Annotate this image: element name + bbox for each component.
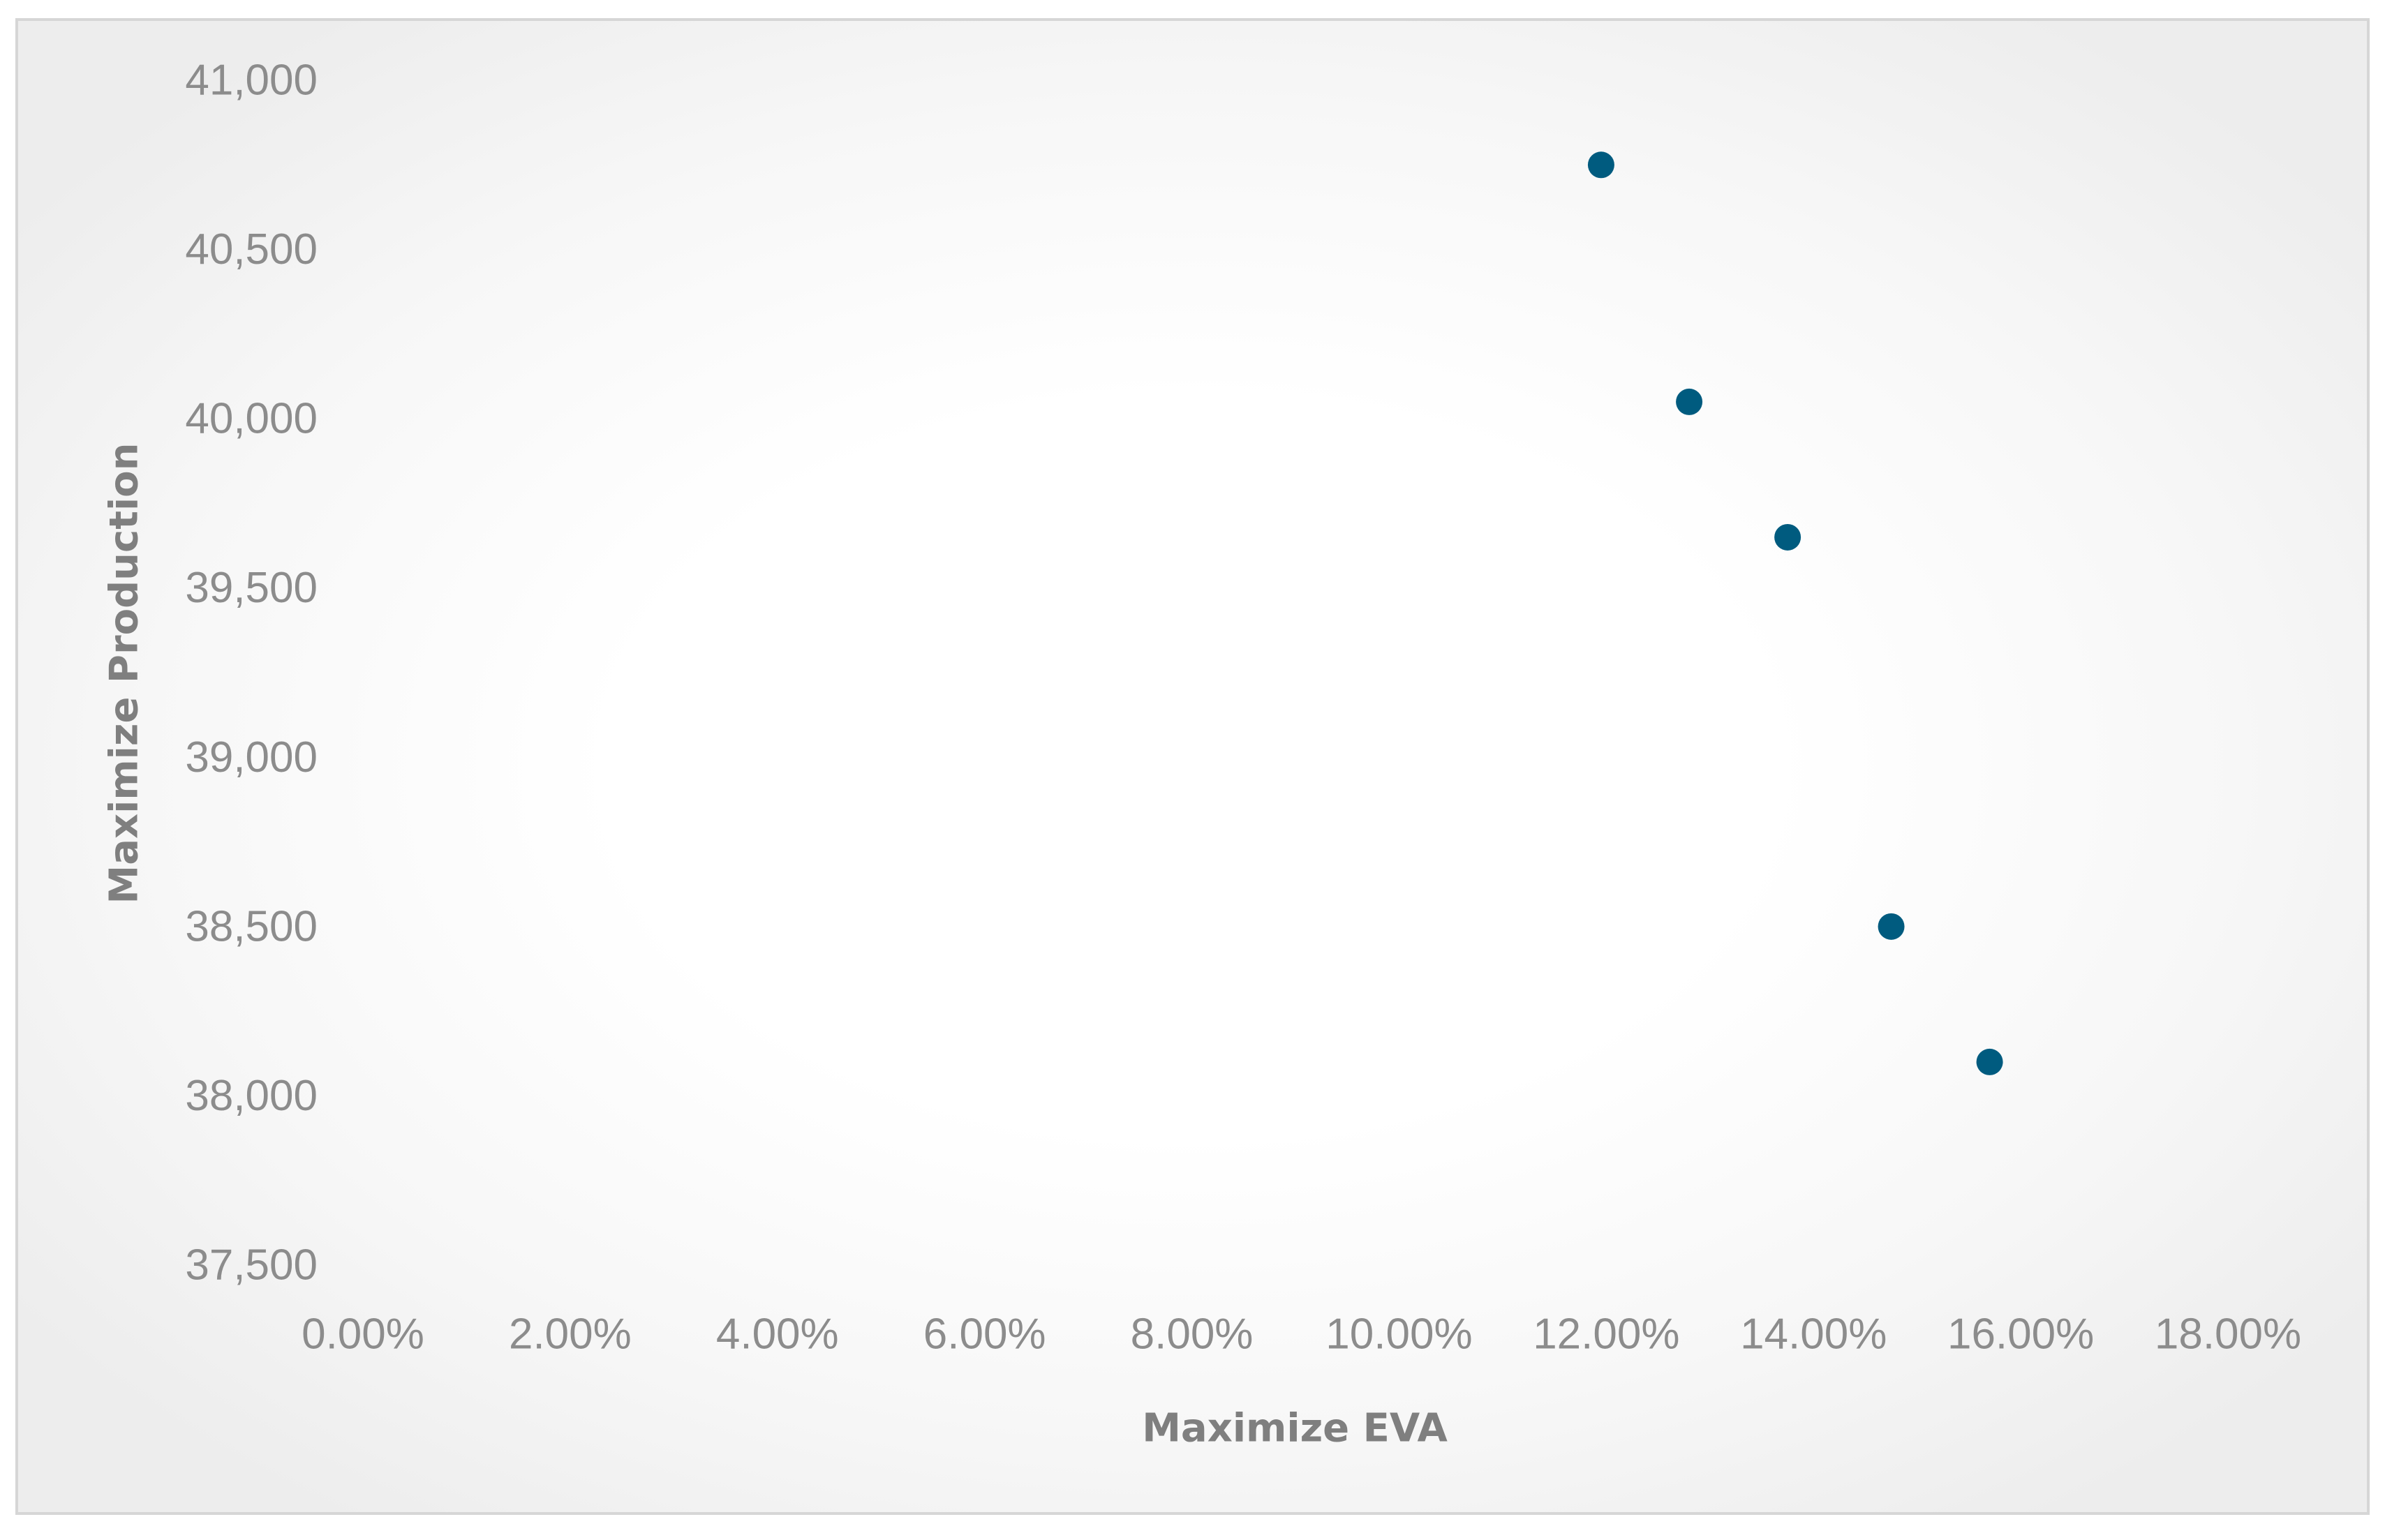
data-point — [1878, 913, 1905, 940]
data-point — [1676, 388, 1703, 415]
data-point — [1774, 523, 1801, 551]
y-tick-label: 40,500 — [185, 225, 318, 274]
y-tick-label: 39,500 — [185, 564, 318, 612]
x-tick-label: 2.00% — [509, 1310, 632, 1359]
y-axis-title: Maximize Production — [102, 442, 147, 904]
data-point — [1976, 1048, 2003, 1075]
x-tick-label: 14.00% — [1740, 1310, 1887, 1359]
x-tick-label: 10.00% — [1325, 1310, 1472, 1359]
x-axis-tick-labels: 0.00% 2.00% 4.00% 6.00% 8.00% 10.00% 12.00% 14.… — [302, 1310, 2301, 1359]
x-tick-label: 4.00% — [716, 1310, 839, 1359]
x-axis-title: Maximize EVA — [1142, 1406, 1448, 1451]
x-tick-label: 8.00% — [1131, 1310, 1254, 1359]
x-tick-label: 0.00% — [302, 1310, 424, 1359]
y-tick-label: 39,000 — [185, 733, 318, 782]
x-tick-label: 6.00% — [923, 1310, 1046, 1359]
x-tick-label: 18.00% — [2155, 1310, 2301, 1359]
x-tick-label: 16.00% — [1947, 1310, 2094, 1359]
y-tick-label: 41,000 — [185, 57, 318, 105]
y-tick-label: 38,000 — [185, 1072, 318, 1120]
y-tick-label: 40,000 — [185, 395, 318, 443]
y-tick-label: 38,500 — [185, 902, 318, 950]
x-tick-label: 12.00% — [1533, 1310, 1679, 1359]
y-axis-tick-labels: 37,500 38,000 38,500 39,000 39,500 40,000 40,5… — [185, 57, 318, 1289]
chart-frame — [15, 18, 2370, 1515]
data-point — [1587, 151, 1614, 179]
y-tick-label: 37,500 — [185, 1241, 318, 1289]
data-points — [1587, 151, 2003, 1075]
